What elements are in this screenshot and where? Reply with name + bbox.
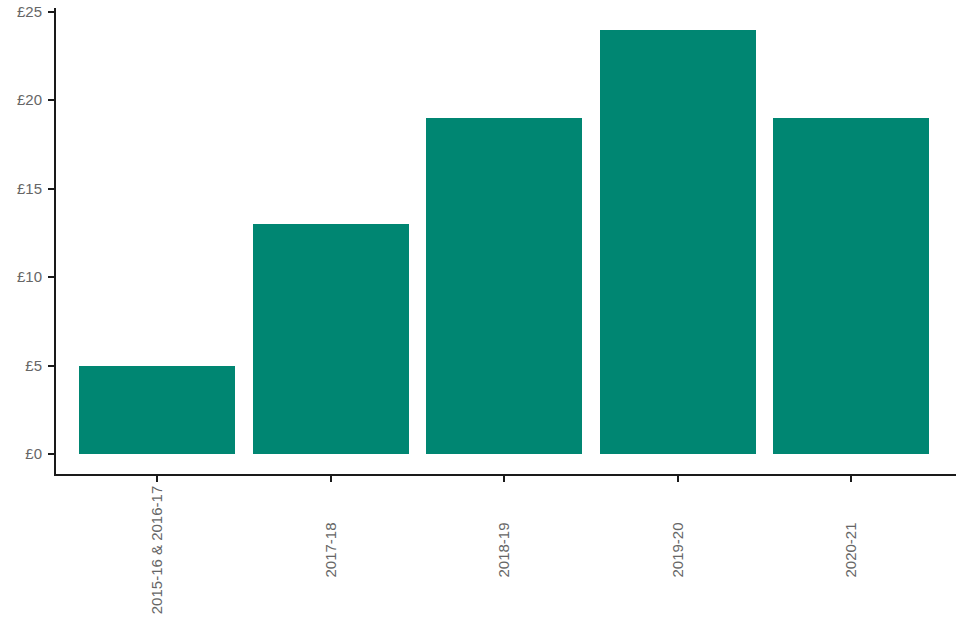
- x-axis-tick-label: 2017-18: [322, 522, 340, 577]
- x-axis-tick-label: 2018-19: [495, 522, 513, 577]
- y-axis-tick: [48, 188, 54, 190]
- y-axis-tick: [48, 11, 54, 13]
- y-axis-tick-label: £25: [0, 3, 42, 21]
- y-axis-tick-label: £15: [0, 180, 42, 198]
- y-axis-tick: [48, 365, 54, 367]
- x-axis-tick: [677, 476, 679, 482]
- y-axis-tick: [48, 99, 54, 101]
- x-axis-line: [54, 474, 956, 476]
- y-axis-tick: [48, 276, 54, 278]
- y-axis-tick-label: £20: [0, 91, 42, 109]
- y-axis-tick-label: £0: [0, 445, 42, 463]
- y-axis-tick-label: £5: [0, 357, 42, 375]
- bar-chart-figure: £0 £5 £10 £15 £20 £25 2015-16 & 2016-17 2017-18…: [0, 0, 960, 640]
- bar-2019-20: [600, 30, 756, 454]
- bar-2017-18: [253, 224, 409, 454]
- y-axis-tick: [48, 453, 54, 455]
- x-axis-tick: [503, 476, 505, 482]
- y-axis-tick-label: £10: [0, 268, 42, 286]
- bar-2020-21: [773, 118, 929, 454]
- x-axis-tick: [330, 476, 332, 482]
- x-axis-tick-label: 2015-16 & 2016-17: [148, 486, 166, 614]
- y-axis-line: [54, 8, 56, 476]
- x-axis-tick: [850, 476, 852, 482]
- x-axis-tick: [156, 476, 158, 482]
- x-axis-tick-label: 2019-20: [669, 522, 687, 577]
- bar-2018-19: [426, 118, 582, 454]
- x-axis-tick-label: 2020-21: [842, 522, 860, 577]
- bar-2015-16-2016-17: [79, 366, 235, 454]
